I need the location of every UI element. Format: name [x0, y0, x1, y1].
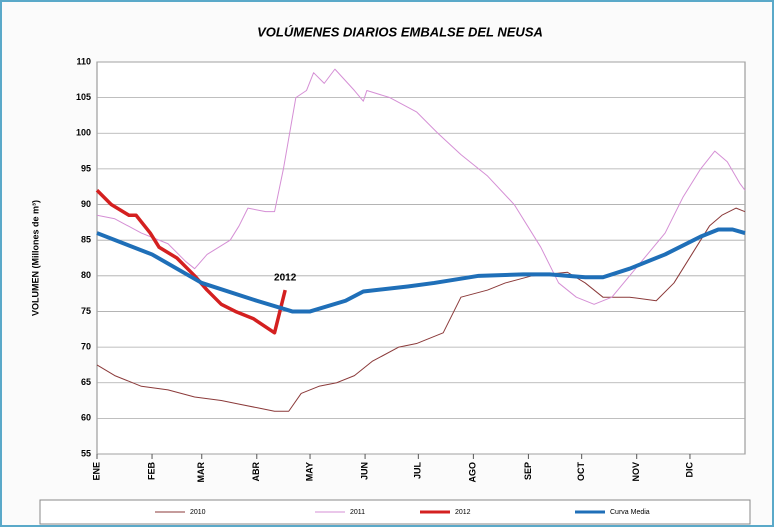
- y-tick-label: 60: [81, 413, 91, 423]
- x-tick-label: JUN: [359, 462, 369, 480]
- series-line: [96, 207, 746, 412]
- plot-area: [96, 61, 746, 455]
- y-tick-label: 75: [81, 306, 91, 316]
- x-tick-label: AGO: [468, 462, 478, 483]
- x-tick-label: ENE: [91, 462, 101, 481]
- x-tick-label: MAR: [196, 462, 206, 483]
- x-tick-label: OCT: [576, 462, 586, 482]
- y-tick-label: 80: [81, 270, 91, 280]
- legend-label: Curva Media: [610, 509, 650, 516]
- y-tick-label: 105: [76, 92, 91, 102]
- x-tick-label: DIC: [684, 462, 694, 478]
- series-line: [96, 68, 746, 305]
- y-tick-label: 100: [76, 128, 91, 138]
- chart-title: VOLÚMENES DIARIOS EMBALSE DEL NEUSA: [257, 24, 543, 39]
- y-tick-label: 110: [76, 56, 91, 66]
- x-tick-label: ABR: [251, 462, 261, 482]
- y-tick-label: 70: [81, 341, 91, 351]
- x-tick-label: FEB: [146, 461, 156, 480]
- annotation: 2012: [274, 273, 297, 284]
- x-tick-label: JUL: [413, 462, 423, 480]
- y-tick-label: 95: [81, 163, 91, 173]
- x-tick-label: SEP: [523, 462, 533, 480]
- series-line: [96, 227, 746, 314]
- y-tick-label: 90: [81, 199, 91, 209]
- x-tick-label: NOV: [631, 462, 641, 482]
- y-tick-label: 55: [81, 448, 91, 458]
- x-tick-label: MAY: [304, 462, 314, 481]
- legend-label: 2011: [350, 509, 365, 516]
- y-tick-label: 85: [81, 235, 91, 245]
- legend-label: 2010: [190, 509, 206, 516]
- y-axis-label: VOLUMEN (Millones de m³): [30, 200, 40, 316]
- y-tick-label: 65: [81, 377, 91, 387]
- series-line: [95, 189, 287, 335]
- legend-label: 2012: [455, 509, 471, 516]
